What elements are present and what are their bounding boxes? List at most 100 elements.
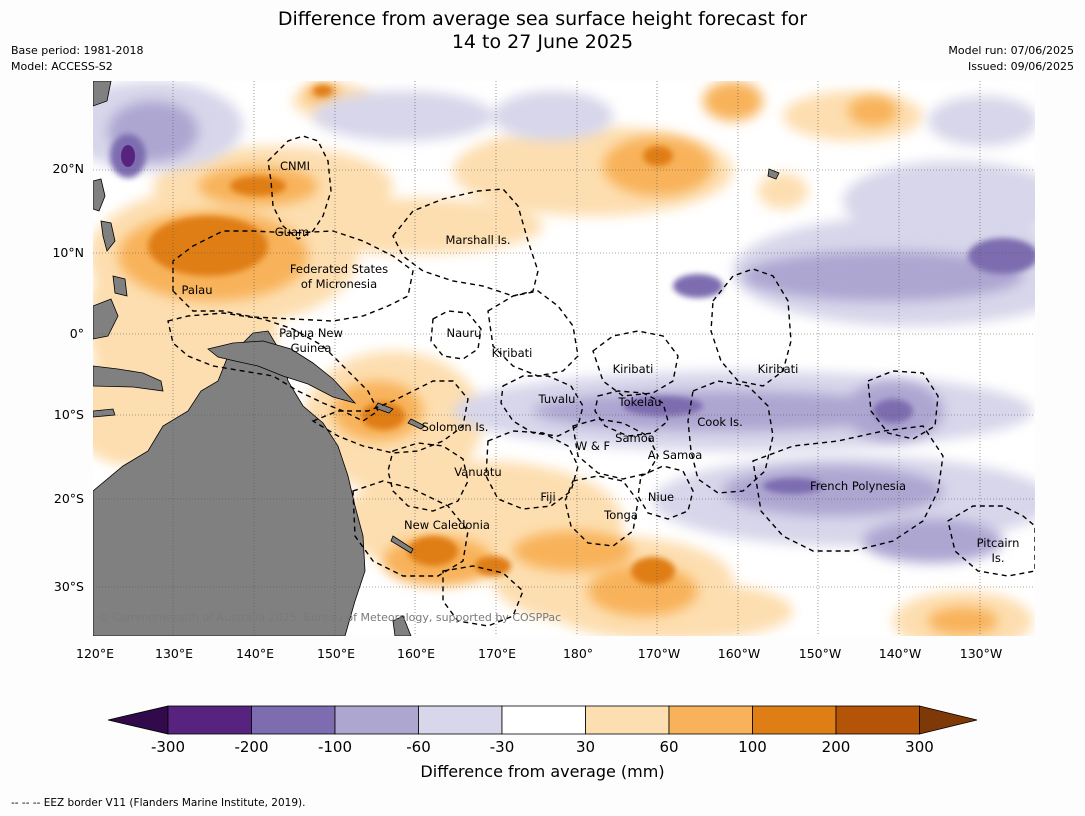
colorbar-segment [251,705,336,735]
label-cook-is: Cook Is. [697,415,742,429]
landmasses [93,81,780,636]
new-caledonia [390,535,414,554]
label-guam: Guam [275,225,309,239]
lat-label: 30°S [53,579,84,594]
eez-vanuatu [387,442,469,512]
eez-kiribati-gilbert [487,290,579,377]
label-pitcairn-line1: Pitcairn [977,536,1020,550]
issued-date: Issued: 09/06/2025 [967,60,1074,73]
strong-negative-spot [121,145,135,167]
colorbar-segment [585,705,670,735]
eez-borders [167,135,1035,627]
label-new-caledonia: New Caledonia [404,518,490,532]
label-vanuatu: Vanuatu [454,465,501,479]
eez-tonga [564,475,639,547]
eez-kiribati-phoenix [592,330,679,397]
lat-label: 10°N [52,245,84,260]
colorbar-segment [418,705,503,735]
colorbar-tick: 300 [905,738,934,756]
colorbar-segment [501,705,586,735]
colorbar-label: Difference from average (mm) [420,762,665,781]
copyright-notice: © Commonwealth of Australia 2025, Bureau… [98,611,561,624]
colorbar-tick: -30 [489,738,515,756]
lon-label: 170°E [477,646,517,661]
eez-tuvalu [500,375,584,437]
eez-fsm [172,230,414,322]
colorbar-extend-high [919,705,978,735]
eez-niue [637,465,694,520]
model-name: Model: ACCESS-S2 [11,60,113,73]
taiwan [93,81,112,107]
label-french-polynesia: French Polynesia [810,479,906,493]
label-wallis-futuna: W & F [576,439,610,453]
lat-label: 0° [69,326,84,341]
label-fsm-line2: of Micronesia [301,277,377,291]
lon-label: 130°W [959,646,1003,661]
colorbar-tick: 100 [738,738,767,756]
label-fsm-line1: Federated States [290,262,388,276]
meta-right: Model run: 07/06/2025 Issued: 09/06/2025 [948,43,1074,75]
label-kiribati-line: Kiribati [758,362,799,376]
label-kiribati-gilbert: Kiribati [492,346,533,360]
chart-title: Difference from average sea surface heig… [0,8,1085,54]
label-kiribati-phoenix: Kiribati [613,362,654,376]
colorbar-tick: -60 [406,738,431,756]
eez-nauru [430,310,482,360]
lat-label: 20°S [53,491,84,506]
eez-png [167,312,379,422]
label-png-line2: Guinea [291,341,332,355]
lon-label: 160°E [396,646,436,661]
label-nauru: Nauru [447,326,482,340]
new-zealand-tip [392,615,412,636]
colorbar-tick: 60 [659,738,679,756]
colorbar [108,705,978,735]
eez-kiribati-line [710,268,792,387]
colorbar-segment [668,705,753,735]
positive-anomaly-field [93,81,1033,636]
hawaii [767,168,780,180]
map-panel: CNMI Guam Marshall Is. Federated States … [93,81,1035,636]
label-marshall-is: Marshall Is. [445,233,510,247]
region-labels: CNMI Guam Marshall Is. Federated States … [182,159,1020,565]
model-run: Model run: 07/06/2025 [948,44,1074,57]
lon-label: 140°W [878,646,922,661]
eez-wallis-samoa [572,418,659,480]
label-pitcairn-line2: Is. [991,551,1004,565]
lon-label: 120°E [75,646,115,661]
colorbar-tick: 200 [821,738,851,756]
colorbar-segment [752,705,837,735]
eez-fiji [485,430,579,510]
eez-french-polynesia [752,425,944,552]
lon-label: 140°E [235,646,275,661]
label-tokelau: Tokelau [618,395,662,409]
eez-south-fiji [442,565,524,627]
colorbar-tick: -100 [317,738,353,756]
lon-label: 150°W [798,646,842,661]
title-line-2: 14 to 27 June 2025 [451,31,634,53]
colorbar-segment [167,705,252,735]
colorbar-tick: -200 [234,738,269,756]
philippines [93,178,128,297]
graticule [93,81,1035,636]
lon-label: 170°W [637,646,681,661]
title-line-1: Difference from average sea surface heig… [277,8,808,30]
label-tonga: Tonga [603,508,638,522]
eez-cnmi-guam [267,135,332,240]
lon-label: 180° [562,646,594,661]
eez-marshall [392,188,539,297]
label-samoa: Samoa [615,431,655,445]
colorbar-segment [835,705,920,735]
lat-label: 20°N [52,161,84,176]
label-tuvalu: Tuvalu [538,392,576,406]
eez-cook [687,380,774,494]
eez-new-caledonia [352,480,469,577]
label-niue: Niue [648,490,674,504]
meta-left: Base period: 1981-2018 Model: ACCESS-S2 [11,43,143,75]
label-fiji: Fiji [540,490,555,504]
label-png-line1: Papua New [279,326,343,340]
new-guinea [207,340,357,404]
colorbar-extend-low [108,705,169,735]
colorbar-tick: 30 [575,738,596,756]
eez-tokelau [594,390,669,437]
lat-label: 10°S [53,407,84,422]
